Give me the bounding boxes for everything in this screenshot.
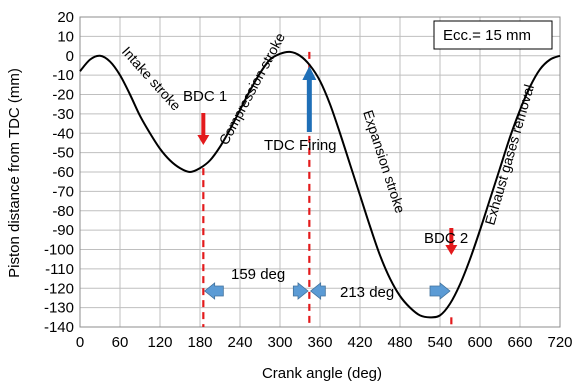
y-tick-label: -20 (52, 87, 74, 104)
y-tick-label: -30 (52, 106, 74, 123)
bdc2-arrow (445, 228, 458, 255)
x-tick-label: 540 (427, 334, 452, 351)
y-tick-label: -90 (52, 222, 74, 239)
annotation-bdc1: BDC 1 (183, 88, 227, 105)
y-tick-label: 20 (57, 9, 74, 26)
bdc1-arrow (197, 113, 210, 145)
x-tick-label: 360 (307, 334, 332, 351)
y-tick-label: -140 (44, 319, 74, 336)
grid-lines (79, 16, 561, 328)
arrow-head (445, 245, 458, 255)
y-tick-label: 10 (57, 28, 74, 45)
x-axis-title: Crank angle (deg) (262, 365, 382, 382)
span-arrow (310, 282, 326, 300)
annotation-tdc-firing: TDC Firing (264, 137, 337, 154)
x-tick-label: 240 (227, 334, 252, 351)
legend-box (433, 20, 553, 50)
y-tick-label: -120 (44, 280, 74, 297)
series-line (79, 50, 561, 319)
annotation-exhaust-gases-removal: Exhaust gases removal (482, 83, 537, 227)
x-tick-label: 420 (347, 334, 372, 351)
arrow-head (197, 135, 210, 145)
annotation-intake-stroke: Intake stroke (119, 43, 185, 113)
plot-frame (79, 16, 561, 328)
x-tick-label: 660 (507, 334, 532, 351)
annotation-213-deg: 213 deg (340, 284, 394, 301)
y-tick-label: -60 (52, 164, 74, 181)
annotation-expansion-stroke: Expansion stroke (360, 108, 408, 215)
x-tick-label: 720 (547, 334, 572, 351)
x-tick-label: 600 (467, 334, 492, 351)
y-tick-label: -70 (52, 183, 74, 200)
x-axis-tick-labels: 0 60 120 180 240 300 360 420 480 540 600 660 720 (76, 334, 573, 351)
tdc-firing-arrow (302, 66, 317, 132)
x-tick-label: 120 (147, 334, 172, 351)
x-tick-label: 180 (187, 334, 212, 351)
x-tick-label: 300 (267, 334, 292, 351)
y-tick-label: -130 (44, 300, 74, 317)
legend-text: Ecc.= 15 mm (443, 27, 531, 44)
span-arrow (429, 282, 451, 300)
x-tick-label: 60 (112, 334, 129, 351)
span-arrow (204, 282, 224, 300)
y-tick-label: -100 (44, 242, 74, 259)
y-tick-label: -10 (52, 67, 74, 84)
y-tick-label: -50 (52, 145, 74, 162)
marker-lines (202, 51, 453, 327)
span-arrows (204, 282, 451, 300)
arrow-head (302, 66, 317, 80)
y-tick-label: 0 (66, 48, 74, 65)
x-tick-label: 480 (387, 334, 412, 351)
y-tick-label: -40 (52, 125, 74, 142)
y-tick-label: -80 (52, 203, 74, 220)
annotation-bdc2: BDC 2 (424, 230, 468, 247)
y-axis-tick-labels: 20 10 0 -10 -20 -30 -40 -50 -60 -70 -80 -90 -100 -110… (44, 9, 74, 336)
x-tick-label: 0 (76, 334, 84, 351)
y-axis-title: Piston distance from TDC (mm) (6, 68, 23, 278)
annotation-159-deg: 159 deg (231, 266, 285, 283)
y-tick-label: -110 (45, 261, 74, 278)
span-arrow (292, 282, 309, 300)
